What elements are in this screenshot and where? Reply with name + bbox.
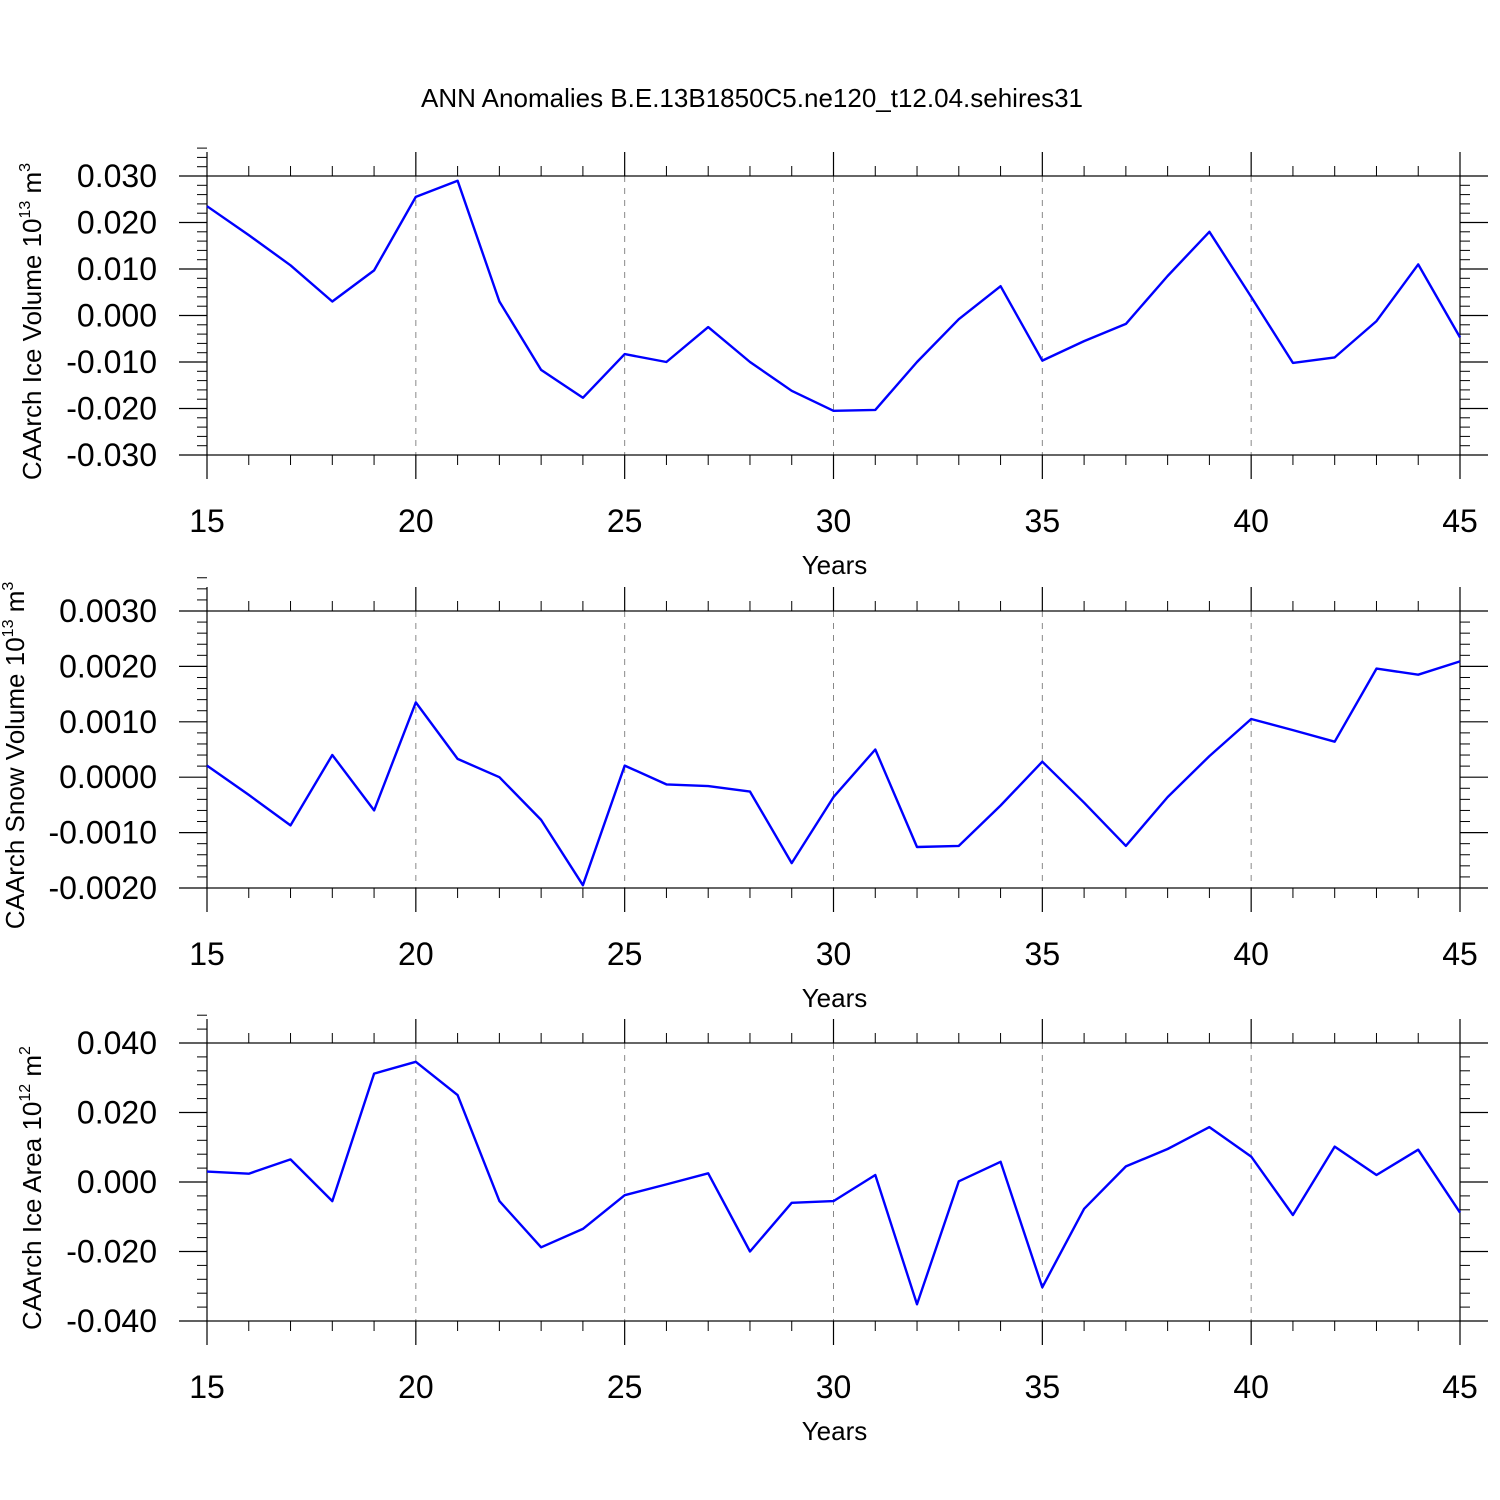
y-tick-label: 0.020 bbox=[77, 205, 157, 241]
x-tick-label: 35 bbox=[1025, 1369, 1061, 1405]
y-axis-label-text: CAArch Ice Area 10 bbox=[17, 1102, 47, 1330]
y-tick-label: 0.020 bbox=[77, 1095, 157, 1131]
y-tick-label: 0.0020 bbox=[59, 648, 157, 684]
x-tick-label: 40 bbox=[1233, 1369, 1269, 1405]
x-tick-label: 35 bbox=[1025, 503, 1061, 539]
y-axis-label-unit: m bbox=[17, 172, 47, 201]
y-tick-label: 0.030 bbox=[77, 158, 157, 194]
x-tick-label: 45 bbox=[1442, 1369, 1478, 1405]
y-axis-label-unit-exponent: 3 bbox=[0, 582, 17, 591]
series-line bbox=[206, 1060, 1461, 1306]
x-tick-label: 15 bbox=[189, 936, 225, 972]
y-tick-label: 0.000 bbox=[77, 298, 157, 334]
x-tick-label: 15 bbox=[189, 1369, 225, 1405]
x-tick-label: 25 bbox=[607, 1369, 643, 1405]
x-tick-label: 35 bbox=[1025, 936, 1061, 972]
y-tick-label: -0.0010 bbox=[48, 815, 157, 851]
x-tick-label: 20 bbox=[398, 936, 434, 972]
chart-title: ANN Anomalies B.E.13B1850C5.ne120_t12.04… bbox=[421, 83, 1083, 113]
x-axis-label: Years bbox=[802, 550, 868, 580]
y-axis-label-unit: m bbox=[0, 591, 30, 620]
y-axis-label-text: CAArch Snow Volume 10 bbox=[0, 637, 30, 929]
y-axis-label-unit-exponent: 3 bbox=[17, 163, 34, 172]
y-axis-label-unit-exponent: 2 bbox=[17, 1046, 34, 1055]
x-tick-label: 20 bbox=[398, 1369, 434, 1405]
x-tick-label: 30 bbox=[816, 936, 852, 972]
x-axis-label: Years bbox=[802, 983, 868, 1013]
y-axis-label: CAArch Ice Area 1012 m2 bbox=[17, 1046, 47, 1330]
y-tick-label: 0.0010 bbox=[59, 704, 157, 740]
y-axis-label: CAArch Ice Volume 1013 m3 bbox=[17, 163, 47, 480]
y-tick-label: 0.010 bbox=[77, 251, 157, 287]
x-tick-label: 15 bbox=[189, 503, 225, 539]
y-axis-label-exponent: 12 bbox=[17, 1084, 34, 1102]
y-axis-label-exponent: 13 bbox=[17, 201, 34, 219]
panel-2: -0.0020 -0.0010 0.0000 0.0010 0.0020 0.0030 15… bbox=[0, 577, 1488, 1013]
series-line bbox=[206, 179, 1462, 412]
x-tick-label: 30 bbox=[816, 1369, 852, 1405]
y-tick-label: -0.020 bbox=[66, 391, 157, 427]
y-tick-label: 0.040 bbox=[77, 1025, 157, 1061]
y-tick-label: 0.0030 bbox=[59, 593, 157, 629]
x-axis-label: Years bbox=[802, 1416, 868, 1446]
panel-1: -0.030 -0.020 -0.010 0.000 0.010 0.020 0.030 15… bbox=[17, 147, 1488, 580]
x-tick-label: 30 bbox=[816, 503, 852, 539]
y-tick-label: -0.030 bbox=[66, 437, 157, 473]
x-tick-label: 20 bbox=[398, 503, 434, 539]
y-tick-label: -0.040 bbox=[66, 1303, 157, 1339]
y-axis-label-exponent: 13 bbox=[0, 619, 17, 637]
x-tick-label: 25 bbox=[607, 503, 643, 539]
panels: -0.030 -0.020 -0.010 0.000 0.010 0.020 0.030 15… bbox=[0, 147, 1488, 1446]
y-tick-label: 0.000 bbox=[77, 1164, 157, 1200]
x-tick-label: 45 bbox=[1442, 503, 1478, 539]
x-tick-label: 40 bbox=[1233, 936, 1269, 972]
y-axis-label-text: CAArch Ice Volume 10 bbox=[17, 219, 47, 481]
series-line bbox=[206, 660, 1461, 887]
y-tick-label: -0.020 bbox=[66, 1234, 157, 1270]
panel-3: -0.040 -0.020 0.000 0.020 0.040 15 20 25 30 35 40 4… bbox=[17, 1014, 1488, 1446]
x-tick-label: 45 bbox=[1442, 936, 1478, 972]
y-tick-label: -0.0020 bbox=[48, 870, 157, 906]
x-tick-label: 40 bbox=[1233, 503, 1269, 539]
y-axis-label-unit: m bbox=[17, 1055, 47, 1084]
y-tick-label: 0.0000 bbox=[59, 759, 157, 795]
x-tick-label: 25 bbox=[607, 936, 643, 972]
y-tick-label: -0.010 bbox=[66, 344, 157, 380]
y-axis-label: CAArch Snow Volume 1013 m3 bbox=[0, 582, 30, 930]
